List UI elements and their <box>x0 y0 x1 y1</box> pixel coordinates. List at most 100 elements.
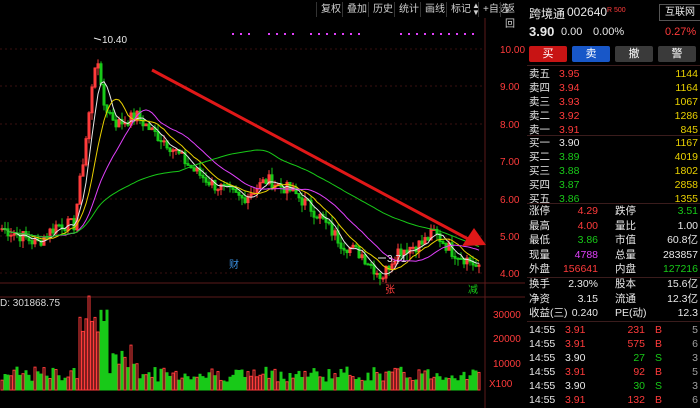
order-book-row[interactable]: 卖四 3.94 1164 <box>527 81 700 96</box>
kline-chart-area[interactable]: 复权 叠加 历史 统计 画线 标记 ▲ ▼ +自选 返回 <box>0 0 525 408</box>
trade-row[interactable]: 14:55 3.91 575 B 6 <box>527 337 700 352</box>
trade-count: 6 <box>692 338 698 350</box>
order-book-row[interactable]: 买五 3.86 1355 <box>527 192 700 207</box>
level-label: 买二 <box>529 151 550 163</box>
axis-tick: 9.00 <box>500 82 520 93</box>
turnover-rate: 0.27% <box>665 26 697 38</box>
current-price: 3.90 <box>529 24 555 39</box>
trade-time: 14:55 <box>529 366 556 378</box>
stat-value: 4788 <box>574 248 598 261</box>
stat-label: 最高 <box>529 219 550 232</box>
trade-volume: 575 <box>627 338 645 350</box>
back-button[interactable]: 返回 <box>500 2 525 30</box>
sector-tag[interactable]: 互联网 <box>659 4 700 21</box>
trade-volume: 231 <box>627 324 645 336</box>
trade-time: 14:55 <box>529 352 556 364</box>
stat-value: 0.240 <box>571 307 598 319</box>
buy-button[interactable]: 买 <box>529 46 567 62</box>
level-price: 3.93 <box>559 96 580 108</box>
chart-toolbar: 复权 叠加 历史 统计 画线 标记 ▲ ▼ +自选 返回 <box>0 0 525 30</box>
level-volume: 1355 <box>674 193 698 205</box>
order-book-row[interactable]: 卖五 3.95 1144 <box>527 67 700 82</box>
stat-value: 127216 <box>662 263 698 275</box>
stat-row: 外盘 156641 内盘 127216 <box>527 262 700 277</box>
trade-volume: 132 <box>627 394 645 406</box>
overlay-button[interactable]: 叠加 <box>342 2 371 17</box>
trade-row[interactable]: 14:55 3.91 231 B 5 <box>527 323 700 338</box>
level-price: 3.95 <box>559 68 580 80</box>
stat-value: 283857 <box>662 248 698 261</box>
trade-price: 3.90 <box>565 352 586 364</box>
sell-button[interactable]: 卖 <box>572 46 610 62</box>
trade-row[interactable]: 14:55 3.90 30 S 3 <box>527 379 700 394</box>
chevron-up-icon[interactable]: ▲ <box>472 1 480 10</box>
r-badge: R 500 <box>607 7 626 14</box>
chevron-down-icon[interactable]: ▼ <box>472 8 480 17</box>
stat-label: 最低 <box>529 234 550 246</box>
trade-volume: 30 <box>633 380 645 392</box>
level-price: 3.94 <box>559 82 580 94</box>
trade-side: S <box>654 352 662 364</box>
stat-value: 12.3亿 <box>667 292 698 305</box>
stat-row: 最低 3.86 市值 60.8亿 <box>527 233 700 248</box>
trade-price: 3.91 <box>565 366 586 378</box>
order-book-row[interactable]: 买三 3.88 1802 <box>527 164 700 179</box>
trade-price: 3.91 <box>565 324 586 336</box>
trade-side: B <box>654 324 662 336</box>
stat-label: 涨停 <box>529 205 550 217</box>
axis-tick: 5.00 <box>500 232 520 243</box>
level-volume: 1286 <box>674 110 698 122</box>
alert-button[interactable]: 警 <box>658 46 696 62</box>
statistics-button[interactable]: 统计 <box>394 2 423 17</box>
level-price: 3.89 <box>559 151 580 163</box>
axis-tick: 10.00 <box>500 45 525 56</box>
order-book-row[interactable]: 卖二 3.92 1286 <box>527 109 700 124</box>
stat-label: 市值 <box>615 234 636 246</box>
level-label: 卖四 <box>529 82 550 94</box>
trade-row[interactable]: 14:55 3.90 27 S 3 <box>527 351 700 366</box>
stat-label: 跌停 <box>615 205 636 217</box>
level-volume: 2858 <box>674 179 698 191</box>
trade-row[interactable]: 14:55 3.91 92 B 5 <box>527 365 700 380</box>
level-label: 卖二 <box>529 110 550 122</box>
stat-label: 内盘 <box>615 263 636 275</box>
trade-count: 5 <box>692 366 698 378</box>
order-book-row[interactable]: 买二 3.89 4019 <box>527 150 700 165</box>
order-book-row[interactable]: 卖一 3.91 845 <box>527 123 700 138</box>
stat-row: 现量 4788 总量 283857 <box>527 248 700 263</box>
order-book-row[interactable]: 买一 3.90 1167 <box>527 136 700 151</box>
trade-side: B <box>654 394 662 406</box>
history-button[interactable]: 历史 <box>368 2 397 17</box>
trade-time: 14:55 <box>529 394 556 406</box>
level-label: 卖五 <box>529 68 550 80</box>
order-book-row[interactable]: 买四 3.87 2858 <box>527 178 700 193</box>
level-label: 买五 <box>529 193 550 205</box>
trade-side: B <box>654 338 662 350</box>
scroll-arrows[interactable]: ▲ ▼ <box>472 2 480 17</box>
trade-price: 3.90 <box>565 380 586 392</box>
trade-count: 3 <box>692 352 698 364</box>
stat-label: 流通 <box>615 292 636 305</box>
stat-value: 4.00 <box>577 219 598 232</box>
trade-side: S <box>654 380 662 392</box>
trade-time: 14:55 <box>529 338 556 350</box>
trade-row[interactable]: 14:55 3.91 132 B 6 <box>527 393 700 408</box>
stat-label: 量比 <box>615 219 636 232</box>
stat-value: 1.00 <box>677 219 698 232</box>
level-volume: 1167 <box>675 137 698 149</box>
trade-side: B <box>654 366 662 378</box>
vol-axis-tick: 10000 <box>493 359 521 370</box>
restore-right-button[interactable]: 复权 <box>316 2 345 17</box>
add-watchlist-button[interactable]: +自选 <box>478 2 513 17</box>
level-price: 3.90 <box>559 137 580 149</box>
price-change-pct: 0.00% <box>593 26 625 38</box>
stat-row: 最高 4.00 量比 1.00 <box>527 219 700 234</box>
level-label: 卖三 <box>529 96 550 108</box>
cancel-button[interactable]: 撤 <box>615 46 653 62</box>
trade-time: 14:55 <box>529 380 556 392</box>
draw-line-button[interactable]: 画线 <box>420 2 449 17</box>
stat-value: 156641 <box>562 263 598 275</box>
mark-button[interactable]: 标记 <box>446 2 475 17</box>
stat-row: 收益(三) 0.240 PE(动) 12.3 <box>527 306 700 321</box>
order-book-row[interactable]: 卖三 3.93 1067 <box>527 95 700 110</box>
